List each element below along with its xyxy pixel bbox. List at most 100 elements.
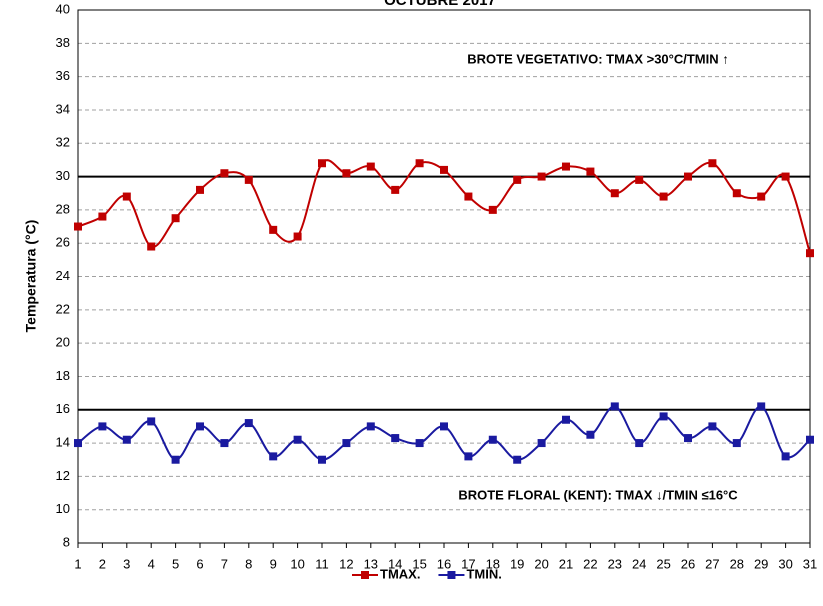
point xyxy=(391,434,400,443)
x-tick-label: 20 xyxy=(534,556,548,571)
y-tick-label: 26 xyxy=(56,235,70,250)
point xyxy=(293,232,302,241)
y-tick-label: 28 xyxy=(56,201,70,216)
x-tick-label: 21 xyxy=(559,556,573,571)
point xyxy=(220,169,229,178)
x-tick-label: 2 xyxy=(99,556,106,571)
x-tick-label: 16 xyxy=(437,556,451,571)
legend-marker xyxy=(447,571,456,579)
plot-frame xyxy=(77,9,811,544)
y-tick-label: 14 xyxy=(56,435,70,450)
y-tick-label: 20 xyxy=(56,335,70,350)
point xyxy=(98,212,107,221)
point xyxy=(488,205,497,214)
x-tick-label: 3 xyxy=(123,556,130,571)
x-tick-label: 30 xyxy=(778,556,792,571)
x-tick-label: 22 xyxy=(583,556,597,571)
point xyxy=(537,172,546,181)
point xyxy=(196,422,204,431)
x-tick-label: 29 xyxy=(754,556,768,571)
y-tick-label: 36 xyxy=(56,68,70,83)
annotation: BROTE VEGETATIVO: TMAX >30°C/TMIN ↑ xyxy=(467,51,729,66)
point xyxy=(708,159,717,168)
point xyxy=(269,225,278,234)
x-tick-label: 15 xyxy=(412,556,426,571)
point xyxy=(488,435,497,444)
x-tick-label: 4 xyxy=(148,556,155,571)
point xyxy=(415,159,424,168)
y-tick-label: 40 xyxy=(56,1,70,16)
x-tick-label: 8 xyxy=(245,556,252,571)
point xyxy=(635,439,644,448)
point xyxy=(318,159,326,168)
legend-marker xyxy=(361,571,369,579)
x-tick-label: 12 xyxy=(339,556,353,571)
point xyxy=(171,214,180,223)
y-tick-label: 30 xyxy=(56,168,70,183)
point xyxy=(732,189,741,198)
point xyxy=(293,435,302,444)
y-tick-label: 38 xyxy=(56,35,70,50)
point xyxy=(806,435,814,444)
y-axis-label: Temperatura (°C) xyxy=(23,220,39,333)
x-tick-label: 18 xyxy=(486,556,500,571)
point xyxy=(513,455,522,464)
point xyxy=(684,172,692,181)
x-tick-label: 27 xyxy=(705,556,719,571)
x-tick-label: 10 xyxy=(290,556,304,571)
point xyxy=(342,439,351,448)
x-tick-label: 23 xyxy=(608,556,622,571)
point xyxy=(440,422,448,431)
point xyxy=(732,439,741,448)
point xyxy=(366,422,375,431)
point xyxy=(244,419,253,428)
point xyxy=(171,455,180,464)
point xyxy=(74,439,82,448)
point xyxy=(757,402,766,411)
point xyxy=(98,422,107,431)
point xyxy=(562,162,570,171)
y-tick-label: 32 xyxy=(56,135,70,150)
x-tick-label: 13 xyxy=(364,556,378,571)
point xyxy=(318,455,326,464)
point xyxy=(610,189,619,198)
point xyxy=(269,452,278,461)
point xyxy=(464,452,473,461)
point xyxy=(659,412,668,421)
x-tick-label: 14 xyxy=(388,556,402,571)
point xyxy=(366,162,375,171)
chart-title: OCTUBRE 2017 xyxy=(384,0,496,9)
point xyxy=(244,175,253,184)
point xyxy=(806,249,814,258)
point xyxy=(415,439,424,448)
x-tick-label: 1 xyxy=(74,556,81,571)
x-tick-label: 26 xyxy=(681,556,695,571)
point xyxy=(440,165,448,174)
point xyxy=(610,402,619,411)
x-tick-label: 9 xyxy=(270,556,277,571)
legend-label: TMIN. xyxy=(466,566,501,581)
y-tick-label: 24 xyxy=(56,268,70,283)
point xyxy=(122,192,131,201)
point xyxy=(781,452,790,461)
point xyxy=(220,439,229,448)
x-tick-label: 6 xyxy=(196,556,203,571)
point xyxy=(122,435,131,444)
point xyxy=(635,175,644,184)
y-tick-label: 16 xyxy=(56,401,70,416)
x-tick-label: 5 xyxy=(172,556,179,571)
point xyxy=(513,175,522,184)
y-tick-label: 34 xyxy=(56,101,70,116)
point xyxy=(74,222,82,231)
point xyxy=(391,185,400,194)
point xyxy=(196,185,204,194)
point xyxy=(757,192,766,201)
point xyxy=(708,422,717,431)
point xyxy=(659,192,668,201)
point xyxy=(537,439,546,448)
x-tick-label: 7 xyxy=(221,556,228,571)
x-tick-label: 31 xyxy=(803,556,817,571)
point xyxy=(684,434,692,443)
point xyxy=(464,192,473,201)
point xyxy=(781,172,790,181)
